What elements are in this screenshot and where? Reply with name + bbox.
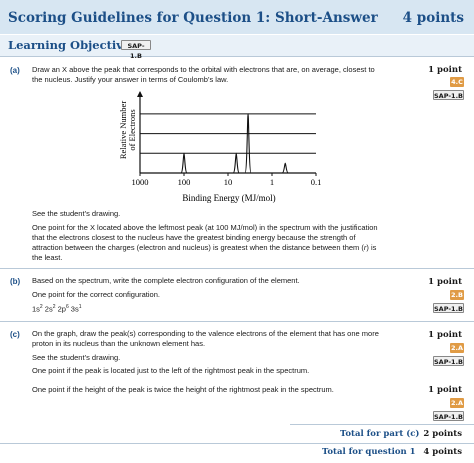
title-bar — [0, 0, 474, 34]
guideline-text: ) is — [366, 243, 377, 252]
part-c-sap-badge: SAP-1.B — [433, 356, 464, 366]
chart-peak — [232, 152, 240, 174]
total-part-c-points: 2 points — [423, 429, 462, 439]
learning-objectives-label: Learning Objectives: — [8, 38, 141, 52]
part-c-prompt-line2: proton in its nucleus than the unknown e… — [32, 339, 206, 348]
part-a-sap-badge: SAP-1.B — [433, 90, 464, 100]
chart-axes — [137, 91, 317, 176]
part-a-skill-badge: 4.C — [450, 77, 464, 87]
config-term: 2p — [55, 304, 66, 314]
chart-peak — [244, 113, 252, 174]
objective-badge: SAP-1.B — [121, 40, 151, 60]
section-divider — [0, 321, 474, 322]
chart-tick-label: 10 — [224, 177, 233, 187]
config-term: 3s — [68, 304, 79, 314]
part-b-skill-badge: 2.B — [450, 290, 464, 300]
part-c-points: 1 point — [428, 330, 462, 340]
part-c-letter: (c) — [10, 330, 20, 339]
config-exponent: 2 — [52, 304, 56, 310]
part-a-points: 1 point — [428, 65, 462, 75]
total-question-points: 4 points — [423, 447, 462, 457]
photoelectron-spectrum-chart: 1000 100 10 1 0.1 Relative Number of Electro… — [118, 91, 322, 203]
total-divider — [0, 443, 474, 444]
part-a-guideline-line3: attraction between the charges (electron… — [32, 243, 376, 254]
chart-peak — [180, 152, 188, 174]
part-a-prompt-line2: the nucleus. Justify your answer in term… — [32, 75, 229, 84]
part-a-guideline-line4: the least. — [32, 253, 63, 262]
part-a-letter: (a) — [10, 66, 20, 75]
chart-y-axis-arrow — [137, 91, 143, 97]
chart-tick-label: 1000 — [132, 177, 149, 187]
chart-tick-label: 1 — [270, 177, 274, 187]
part-c-guideline1: One point if the peak is located just to… — [32, 366, 310, 375]
electron-configuration: 1s2 2s2 2p6 3s1 — [32, 302, 82, 315]
total-question-label: Total for question 1 — [322, 447, 416, 457]
part-a-guideline-line1: One point for the X located above the le… — [32, 223, 378, 232]
guideline-text: attraction between the charges (electron… — [32, 243, 364, 252]
part-c-sap-badge2: SAP-1.B — [433, 411, 464, 421]
chart-tick-labels: 1000 100 10 1 0.1 — [132, 177, 322, 187]
part-b-prompt: Based on the spectrum, write the complet… — [32, 276, 300, 285]
chart-y-label-line2: of Electrons — [127, 109, 137, 150]
page-title: Scoring Guidelines for Question 1: Short… — [8, 10, 378, 26]
config-exponent: 6 — [65, 304, 69, 310]
part-c-prompt-line1: On the graph, draw the peak(s) correspon… — [32, 329, 379, 338]
chart-x-label: Binding Energy (MJ/mol) — [182, 193, 275, 203]
config-term: 1s — [32, 304, 40, 314]
part-c-guideline2: One point if the height of the peak is t… — [32, 385, 334, 394]
part-b-points: 1 point — [428, 277, 462, 287]
part-a-prompt-line1: Draw an X above the peak that correspond… — [32, 65, 375, 74]
config-term: 2s — [42, 304, 53, 314]
config-exponent: 1 — [78, 304, 82, 310]
config-exponent: 2 — [39, 304, 43, 310]
chart-tick-label: 0.1 — [311, 177, 322, 187]
chart-peaks — [180, 113, 289, 174]
part-c-see-drawing: See the student’s drawing. — [32, 353, 121, 362]
distance-symbol: r — [363, 243, 367, 252]
part-b-letter: (b) — [10, 277, 21, 286]
section-divider — [0, 268, 474, 269]
part-a-see-drawing: See the student’s drawing. — [32, 209, 121, 218]
total-points-header: 4 points — [402, 10, 464, 26]
total-divider — [290, 424, 474, 425]
learning-objectives-bar — [0, 35, 474, 57]
chart-y-label-line1: Relative Number — [118, 101, 128, 159]
part-b-sap-badge: SAP-1.B — [433, 303, 464, 313]
part-b-guideline: One point for the correct configuration. — [32, 290, 160, 299]
part-c-skill-badge: 2.A — [450, 343, 464, 353]
part-c-points2: 1 point — [428, 385, 462, 395]
chart-peak — [281, 162, 289, 174]
chart-tick-label: 100 — [178, 177, 191, 187]
part-a-guideline-line2: that the electrons closest to the nucleu… — [32, 233, 356, 242]
part-c-skill-badge2: 2.A — [450, 398, 464, 408]
total-part-c-label: Total for part (c) — [340, 429, 420, 439]
chart-gridlines — [140, 113, 316, 154]
